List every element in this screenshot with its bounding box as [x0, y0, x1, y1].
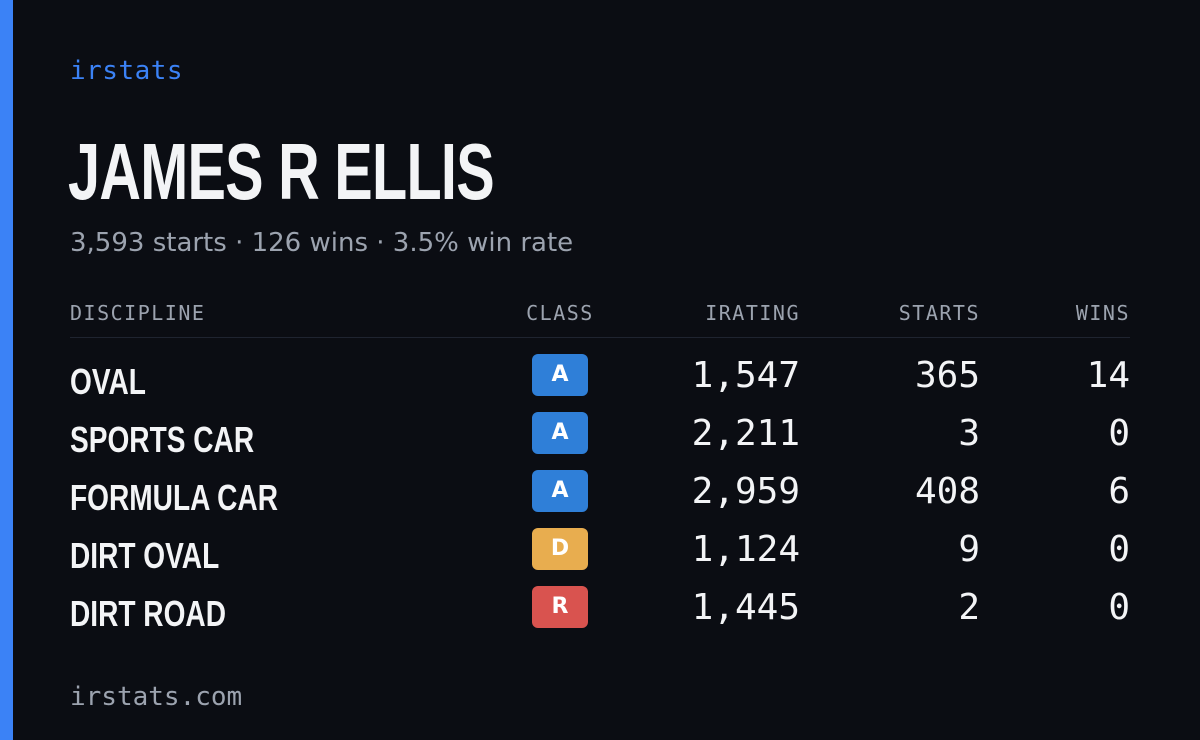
wins-value: 0 [1108, 413, 1130, 454]
license-class-badge: A [532, 470, 588, 512]
discipline-label: OVAL [70, 361, 146, 402]
driver-summary: 3,593 starts · 126 wins · 3.5% win rate [70, 228, 574, 258]
column-header-irating: IRATING [705, 301, 800, 325]
irating-value: 2,211 [691, 413, 800, 454]
wins-value: 0 [1108, 529, 1130, 570]
starts-value: 365 [914, 355, 980, 396]
irating-value: 2,959 [691, 471, 800, 512]
wins-value: 6 [1108, 471, 1130, 512]
starts-value: 408 [914, 471, 980, 512]
table-row: SPORTS CAR A 2,211 3 0 [0, 410, 1200, 468]
discipline-label: FORMULA CAR [70, 477, 278, 518]
column-header-discipline: DISCIPLINE [70, 301, 206, 325]
discipline-label: DIRT OVAL [70, 535, 220, 576]
column-header-starts: STARTS [898, 301, 980, 325]
starts-value: 2 [958, 587, 980, 628]
irating-value: 1,547 [691, 355, 800, 396]
brand-logo-text: irstats [70, 56, 184, 86]
discipline-label: SPORTS CAR [70, 419, 255, 460]
table-row: FORMULA CAR A 2,959 408 6 [0, 468, 1200, 526]
irating-value: 1,445 [691, 587, 800, 628]
header-divider [70, 337, 1130, 338]
footer-url: irstats.com [70, 682, 243, 712]
license-class-badge: D [532, 528, 588, 570]
table-row: OVAL A 1,547 365 14 [0, 352, 1200, 410]
table-row: DIRT OVAL D 1,124 9 0 [0, 526, 1200, 584]
column-header-class: CLASS [526, 301, 594, 325]
driver-name: JAMES R ELLIS [68, 127, 495, 216]
license-class-badge: R [532, 586, 588, 628]
license-class-badge: A [532, 412, 588, 454]
wins-value: 14 [1086, 355, 1130, 396]
column-header-wins: WINS [1075, 301, 1130, 325]
table-row: DIRT ROAD R 1,445 2 0 [0, 584, 1200, 642]
discipline-label: DIRT ROAD [70, 593, 226, 634]
accent-bar [0, 0, 13, 740]
starts-value: 3 [958, 413, 980, 454]
license-class-badge: A [532, 354, 588, 396]
starts-value: 9 [958, 529, 980, 570]
irating-value: 1,124 [691, 529, 800, 570]
wins-value: 0 [1108, 587, 1130, 628]
